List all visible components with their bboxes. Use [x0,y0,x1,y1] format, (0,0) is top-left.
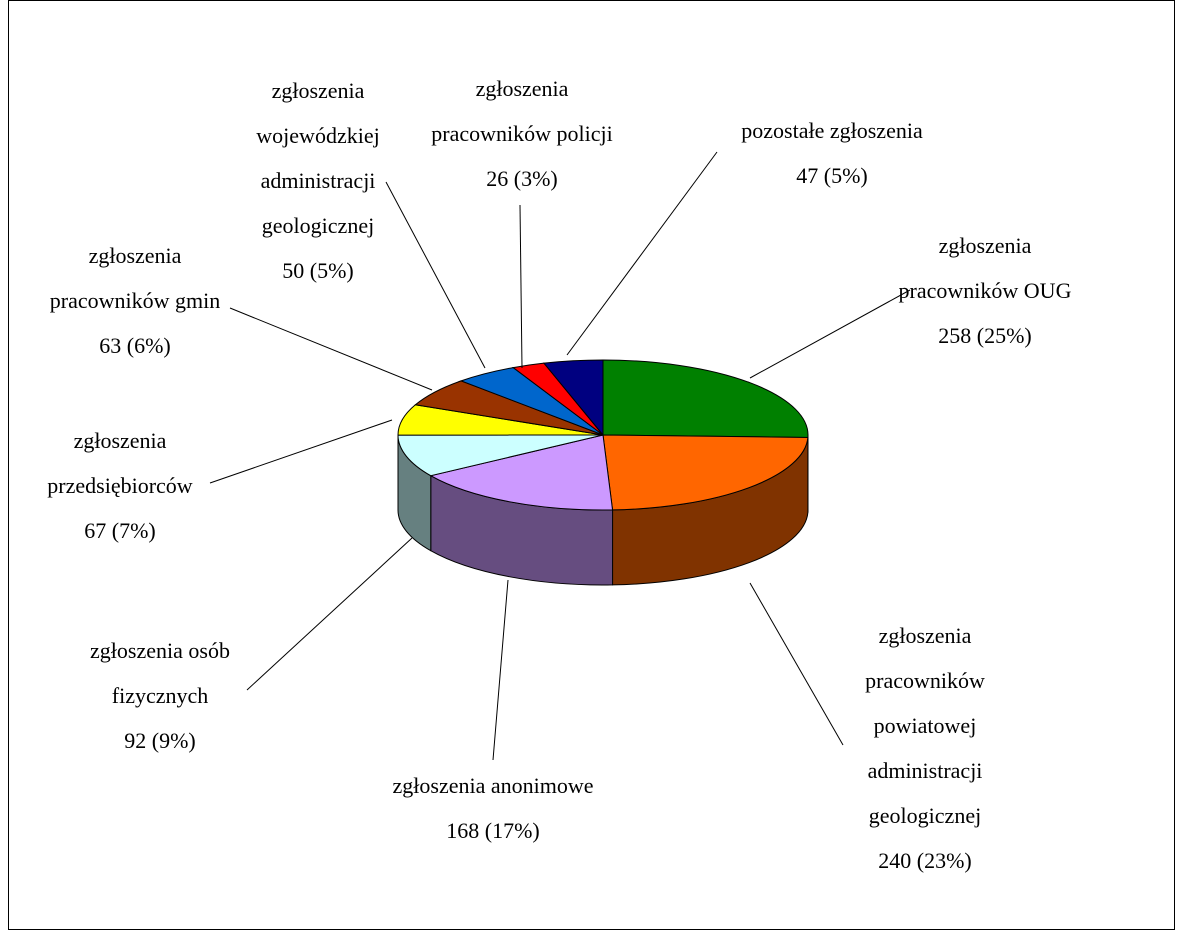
pie-slice [542,359,604,437]
category-label: zgłoszenia pracowników OUG [898,233,1072,303]
category-label: zgłoszenia pracowników policji [431,76,613,146]
value-label: 240 (23%) [878,848,972,873]
category-label: zgłoszenia osób fizycznych [90,638,230,708]
value-label: 258 (25%) [938,323,1032,348]
leader-line [566,151,718,356]
slice-label: zgłoszenia przedsiębiorców 67 (7%) [33,418,208,553]
category-label: zgłoszenia przedsiębiorców [47,428,193,498]
leader-line [749,289,911,379]
value-label: 50 (5%) [282,258,354,283]
leader-line [209,419,393,484]
pie-slice [429,434,614,511]
slice-label: zgłoszenia pracowników gmin 63 (6%) [40,233,230,368]
slice-label: zgłoszenia pracowników OUG 258 (25%) [893,223,1078,358]
value-label: 47 (5%) [796,163,868,188]
category-label: pozostałe zgłoszenia [741,118,923,143]
slice-label: zgłoszenia pracowników policji 26 (3%) [417,66,627,201]
slice-label: zgłoszenia pracowników powiatowej admini… [858,613,993,883]
value-label: 63 (6%) [99,333,171,358]
leader-line [749,582,844,746]
pie-slice [397,434,604,477]
category-label: zgłoszenia pracowników gmin [49,243,221,313]
value-label: 26 (3%) [486,166,558,191]
category-label: zgłoszenia wojewódzkiej administracji ge… [256,78,380,238]
pie-slice [602,434,809,511]
slice-label: pozostałe zgłoszenia 47 (5%) [710,108,955,198]
leader-line [246,537,413,691]
pie-tops [397,359,809,511]
value-label: 168 (17%) [446,818,540,843]
slice-label: zgłoszenia wojewódzkiej administracji ge… [251,68,386,293]
slice-label: zgłoszenia osób fizycznych 92 (9%) [73,628,248,763]
value-label: 67 (7%) [84,518,156,543]
category-label: zgłoszenia anonimowe [392,773,594,798]
pie-sides [397,434,809,586]
leader-line [519,204,523,369]
slice-label: zgłoszenia anonimowe 168 (17%) [358,763,628,853]
pie-slice [602,359,809,438]
leader-line [229,307,433,391]
value-label: 92 (9%) [124,728,196,753]
leader-line [385,181,486,369]
leader-line [492,579,509,761]
category-label: zgłoszenia pracowników powiatowej admini… [865,623,985,828]
